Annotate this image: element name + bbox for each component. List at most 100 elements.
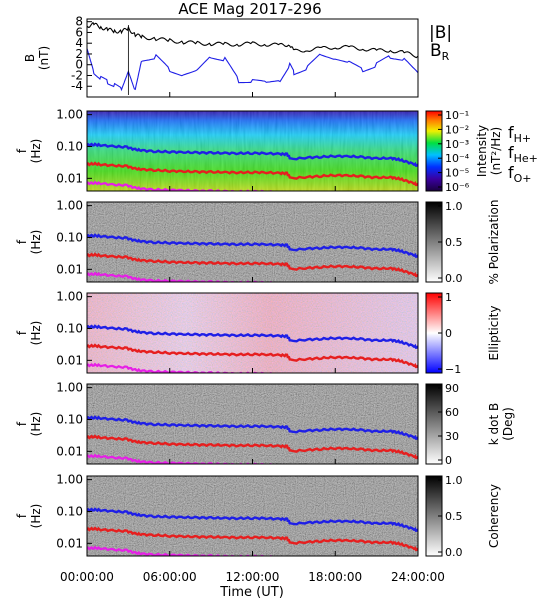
polarization-colorbar-label: % Polarization <box>487 200 501 285</box>
intensity-line-f-o <box>87 180 288 191</box>
kdotb-ytick-label: 1.00 <box>56 381 83 395</box>
panel-kdotb: 1.00 0.10 0.01 f (Hz) 90 60 30 0 k dot B (Deg) <box>15 381 515 467</box>
kdotb-cbar-tick-label: 90 <box>445 382 459 395</box>
series-b-total <box>87 21 418 59</box>
ellipticity-cbar-tick-label: 0 <box>445 327 452 340</box>
time-axis: 00:00:00 06:00:00 12:00:00 18:00:00 24:00:00 <box>60 92 445 584</box>
polarization-ylabel: f <box>15 239 29 244</box>
kdotb-cbar-tick-label: 0 <box>445 454 452 467</box>
coherency-ylabel: f <box>15 513 29 518</box>
panel-polarization: 1.00 0.10 0.01 f (Hz) 1.0 0.5 0.0 % Polarization <box>15 199 501 285</box>
kdotb-ylabel: f <box>15 421 29 426</box>
intensity-ytick-label: 0.10 <box>56 139 83 153</box>
intensity-cbar-tick-label: 10⁻³ <box>445 138 469 151</box>
coherency-colorbar-label: Coherency <box>487 484 501 548</box>
ellipticity-ytick-label: 1.00 <box>56 290 83 304</box>
legend-b-radial-sub: R <box>442 50 450 63</box>
kdotb-cbar-tick-label: 60 <box>445 406 459 419</box>
time-tick-label: 18:00:00 <box>308 570 362 584</box>
intensity-cbar-tick-label: 10⁻⁶ <box>445 181 470 194</box>
legend-fo-sub: O+ <box>514 172 532 185</box>
coherency-cbar-tick-label: 0.0 <box>445 546 463 559</box>
figure-title: ACE Mag 2017-296 <box>178 0 321 18</box>
intensity-cbar-tick-label: 10⁻⁵ <box>445 167 469 180</box>
polarization-cbar-tick-label: 0.5 <box>445 236 463 249</box>
intensity-line-f-he <box>87 161 418 187</box>
legend-fo: f <box>508 163 514 182</box>
intensity-line-f-h <box>87 142 418 167</box>
ellipticity-colorbar-label: Ellipticity <box>487 306 501 361</box>
kdotb-colorbar-label: k dot B <box>487 403 501 445</box>
kdotb-ytick-label: 0.01 <box>56 444 83 458</box>
ellipticity-ylabel: f <box>15 330 29 335</box>
polarization-line-f-h <box>87 233 418 258</box>
svg-text:fH+: fH+ <box>508 123 531 145</box>
coherency-ytick-label: 1.00 <box>56 473 83 487</box>
polarization-ytick-label: 0.01 <box>56 262 83 276</box>
ellipticity-ytick-label: 0.01 <box>56 353 83 367</box>
b-yunit: (nT) <box>37 46 51 70</box>
ellipticity-line-f-h <box>87 324 418 349</box>
polarization-cbar-tick-label: 0.0 <box>445 272 463 285</box>
legend-fhe-sub: He+ <box>514 152 538 165</box>
polarization-cbar-tick-label: 1.0 <box>445 200 463 213</box>
cyclotron-legend: fH+ fHe+ fO+ <box>508 123 538 185</box>
polarization-yunit: (Hz) <box>29 230 43 255</box>
panel-ellipticity: 1.00 0.10 0.01 f (Hz) 1 0 −1 Ellipticity <box>15 290 501 376</box>
polarization-line-f-he <box>87 252 418 278</box>
coherency-line-f-he <box>87 526 418 552</box>
intensity-colorbar <box>425 110 443 192</box>
legend-b-total: |B| <box>429 23 452 43</box>
b-legend: |B| BR <box>429 23 452 63</box>
ellipticity-yunit: (Hz) <box>29 321 43 346</box>
intensity-yunit: (Hz) <box>29 139 43 164</box>
kdotb-colorbar-unit: (Deg) <box>501 407 515 441</box>
intensity-ytick-label: 1.00 <box>56 108 83 122</box>
kdotb-colorbar <box>425 383 443 465</box>
ellipticity-cbar-tick-label: 1 <box>445 291 452 304</box>
b-ytick-label: 6 <box>75 25 83 39</box>
panel-intensity: 1.00 0.10 0.01 f (Hz) 10⁻¹10⁻² 10⁻³10⁻⁴ 10⁻⁵10⁻… <box>15 108 503 194</box>
intensity-colorbar-unit: (nT²/Hz) <box>489 127 503 175</box>
b-ytick-label: 4 <box>75 36 83 50</box>
coherency-line-f-o <box>87 545 288 556</box>
svg-text:fHe+: fHe+ <box>508 143 538 165</box>
panel-coherency: 1.00 0.10 0.01 f (Hz) 1.0 0.5 0.0 Coherency <box>15 473 501 559</box>
intensity-cbar-tick-label: 10⁻¹ <box>445 109 469 122</box>
b-plot-area <box>87 19 418 97</box>
kdotb-cbar-tick-label: 30 <box>445 430 459 443</box>
b-ytick-label: -2 <box>71 68 83 82</box>
ellipticity-cbar-tick-label: −1 <box>445 363 461 376</box>
kdotb-line-f-he <box>87 434 418 460</box>
coherency-ytick-label: 0.10 <box>56 504 83 518</box>
kdotb-line-f-o <box>87 453 288 464</box>
b-ylabel: B <box>23 54 37 62</box>
ellipticity-line-f-he <box>87 343 418 369</box>
coherency-line-f-h <box>87 507 418 532</box>
intensity-colorbar-label: Intensity <box>475 125 489 177</box>
polarization-line-f-o <box>87 271 288 282</box>
kdotb-line-f-h <box>87 415 418 440</box>
intensity-ytick-label: 0.01 <box>56 171 83 185</box>
polarization-ytick-label: 1.00 <box>56 199 83 213</box>
b-ytick-label: 0 <box>75 58 83 72</box>
intensity-ylabel: f <box>15 148 29 153</box>
legend-b-radial: B <box>430 41 442 61</box>
polarization-ytick-label: 0.10 <box>56 230 83 244</box>
intensity-cbar-tick-label: 10⁻⁴ <box>445 152 470 165</box>
time-tick-label: 12:00:00 <box>226 570 280 584</box>
legend-fh: f <box>508 123 514 142</box>
legend-fh-sub: H+ <box>514 132 532 145</box>
legend-fhe: f <box>508 143 514 162</box>
b-ytick-label: -4 <box>71 79 83 93</box>
intensity-cbar-tick-label: 10⁻² <box>445 123 469 136</box>
b-ytick-label: 8 <box>75 15 83 29</box>
time-axis-label: Time (UT) <box>219 585 284 600</box>
coherency-yunit: (Hz) <box>29 504 43 529</box>
b-ytick-label: 2 <box>75 47 83 61</box>
time-tick-label: 06:00:00 <box>143 570 197 584</box>
ellipticity-line-f-o <box>87 362 288 373</box>
coherency-ytick-label: 0.01 <box>56 536 83 550</box>
kdotb-ytick-label: 0.10 <box>56 412 83 426</box>
